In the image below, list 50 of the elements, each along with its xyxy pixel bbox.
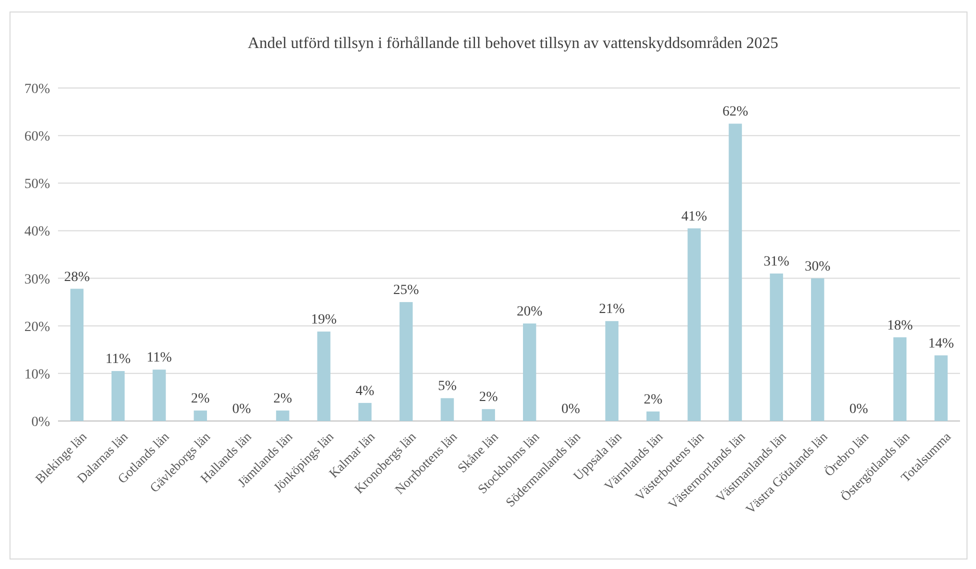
y-tick-label: 40% bbox=[24, 224, 50, 240]
chart-title: Andel utförd tillsyn i förhållande till behovet tillsyn av vattenskyddsområden 2025 bbox=[248, 35, 778, 52]
data-label: 14% bbox=[928, 336, 954, 352]
data-label: 2% bbox=[479, 390, 498, 406]
data-label: 5% bbox=[438, 379, 457, 394]
bar bbox=[358, 402, 372, 421]
data-label: 0% bbox=[849, 402, 868, 417]
y-tick-label: 10% bbox=[24, 367, 50, 382]
bar bbox=[646, 411, 660, 421]
y-tick-label: 30% bbox=[24, 272, 50, 288]
data-label: 21% bbox=[599, 302, 626, 318]
bar bbox=[400, 302, 413, 421]
bar bbox=[934, 355, 948, 421]
data-label: 4% bbox=[356, 384, 375, 399]
data-label: 11% bbox=[146, 350, 172, 366]
bar bbox=[276, 410, 290, 421]
data-label: 2% bbox=[644, 392, 663, 408]
bar bbox=[893, 337, 907, 421]
bar bbox=[317, 332, 330, 421]
bar bbox=[111, 371, 125, 421]
bar bbox=[522, 323, 536, 421]
data-label: 0% bbox=[561, 402, 580, 417]
bar bbox=[440, 398, 454, 421]
bar bbox=[728, 124, 742, 421]
data-label: 62% bbox=[722, 104, 748, 120]
bar bbox=[152, 370, 166, 421]
data-label: 31% bbox=[764, 254, 790, 270]
data-label: 2% bbox=[273, 392, 292, 407]
y-tick-label: 60% bbox=[24, 130, 50, 145]
data-label: 2% bbox=[191, 392, 210, 407]
bar bbox=[688, 228, 701, 421]
bar bbox=[770, 274, 784, 421]
y-tick-label: 0% bbox=[31, 415, 50, 430]
data-label: 19% bbox=[310, 312, 337, 328]
y-tick-label: 50% bbox=[24, 177, 50, 192]
data-label: 11% bbox=[106, 352, 131, 368]
bar bbox=[70, 288, 84, 421]
bar bbox=[482, 409, 496, 421]
bar bbox=[605, 321, 618, 421]
data-label: 30% bbox=[804, 259, 831, 274]
y-tick-label: 20% bbox=[24, 320, 50, 335]
data-label: 20% bbox=[516, 304, 543, 320]
bar bbox=[811, 278, 824, 421]
data-label: 0% bbox=[232, 402, 252, 417]
data-label: 25% bbox=[393, 283, 420, 298]
data-label: 41% bbox=[681, 209, 708, 224]
data-label: 18% bbox=[887, 318, 914, 334]
data-label: 28% bbox=[64, 270, 90, 285]
y-tick-label: 70% bbox=[24, 82, 50, 97]
bar bbox=[194, 410, 207, 421]
